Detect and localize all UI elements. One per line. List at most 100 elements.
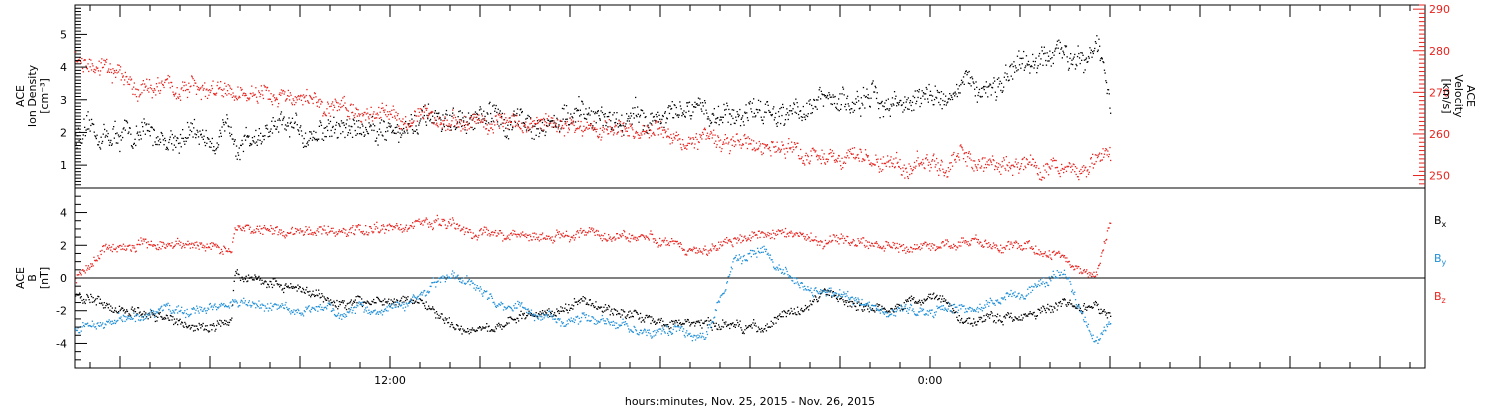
data-point: [371, 300, 373, 302]
data-point: [135, 88, 137, 90]
data-point: [141, 313, 144, 315]
data-point: [304, 311, 306, 313]
data-point: [412, 299, 415, 302]
data-point: [957, 319, 959, 321]
data-point: [440, 130, 443, 132]
data-point: [607, 126, 609, 128]
data-point: [85, 323, 87, 325]
data-point: [903, 302, 905, 304]
data-point: [91, 320, 93, 322]
data-point: [116, 72, 118, 74]
data-point: [1068, 301, 1070, 304]
data-point: [124, 320, 126, 322]
data-point: [831, 96, 833, 98]
data-point: [523, 122, 525, 124]
data-point: [690, 115, 693, 117]
data-point: [633, 137, 635, 139]
data-point: [750, 143, 752, 145]
data-point: [947, 98, 949, 100]
data-point: [264, 305, 266, 307]
data-point: [830, 289, 832, 292]
data-point: [162, 317, 164, 319]
data-point: [224, 92, 227, 95]
data-point: [322, 112, 325, 115]
data-point: [151, 127, 153, 129]
data-point: [606, 116, 608, 118]
data-point: [549, 315, 551, 318]
data-point: [939, 169, 941, 172]
data-point: [1092, 51, 1094, 53]
data-point: [182, 325, 184, 327]
data-point: [679, 105, 682, 107]
data-point: [976, 169, 978, 171]
data-point: [330, 304, 332, 306]
data-point: [112, 128, 114, 130]
data-point: [447, 322, 449, 324]
data-point: [547, 314, 549, 316]
data-point: [168, 308, 170, 311]
data-point: [794, 111, 796, 113]
data-point: [867, 94, 869, 96]
data-point: [496, 123, 499, 125]
data-point: [1016, 55, 1019, 57]
data-point: [244, 134, 246, 136]
data-point: [924, 167, 926, 170]
data-point: [104, 60, 106, 62]
data-point: [723, 103, 725, 106]
data-point: [960, 83, 962, 86]
data-point: [239, 158, 241, 161]
data-point: [375, 302, 377, 304]
data-point: [617, 131, 619, 133]
data-point: [365, 302, 367, 304]
data-point: [938, 91, 941, 94]
data-point: [851, 153, 853, 155]
data-point: [504, 135, 506, 137]
data-point: [517, 317, 519, 320]
data-point: [139, 319, 141, 322]
data-point: [811, 148, 813, 150]
data-point: [447, 277, 450, 279]
data-point: [872, 80, 874, 82]
data-point: [777, 149, 779, 151]
data-point: [171, 312, 173, 314]
data-point: [147, 314, 149, 316]
data-point: [255, 307, 257, 309]
data-point: [833, 295, 835, 297]
data-point: [423, 118, 425, 120]
data-point: [334, 305, 336, 307]
data-point: [652, 318, 654, 320]
data-point: [809, 163, 811, 165]
data-point: [345, 127, 347, 129]
data-point: [133, 312, 135, 314]
data-point: [704, 102, 706, 104]
data-point: [641, 316, 643, 319]
data-point: [643, 125, 646, 127]
data-point: [875, 87, 877, 89]
data-point: [377, 311, 379, 313]
data-point: [341, 301, 343, 303]
data-point: [961, 317, 963, 320]
data-point: [650, 129, 652, 132]
data-point: [776, 141, 778, 143]
data-point: [1022, 57, 1024, 59]
data-point: [332, 308, 334, 310]
data-point: [401, 121, 403, 123]
data-point: [638, 137, 640, 139]
data-point: [659, 319, 662, 321]
data-point: [90, 325, 92, 327]
data-point: [558, 124, 560, 126]
data-point: [195, 134, 198, 136]
data-point: [402, 307, 404, 309]
data-point: [178, 93, 180, 95]
data-point: [80, 62, 82, 64]
data-point: [110, 139, 112, 142]
data-point: [1082, 310, 1084, 313]
data-point: [241, 139, 243, 142]
data-point: [149, 135, 151, 137]
data-point: [329, 302, 331, 304]
data-point: [211, 87, 213, 90]
data-point: [271, 309, 273, 311]
data-point: [257, 277, 259, 279]
data-point: [1067, 166, 1069, 168]
data-point: [1034, 60, 1036, 63]
